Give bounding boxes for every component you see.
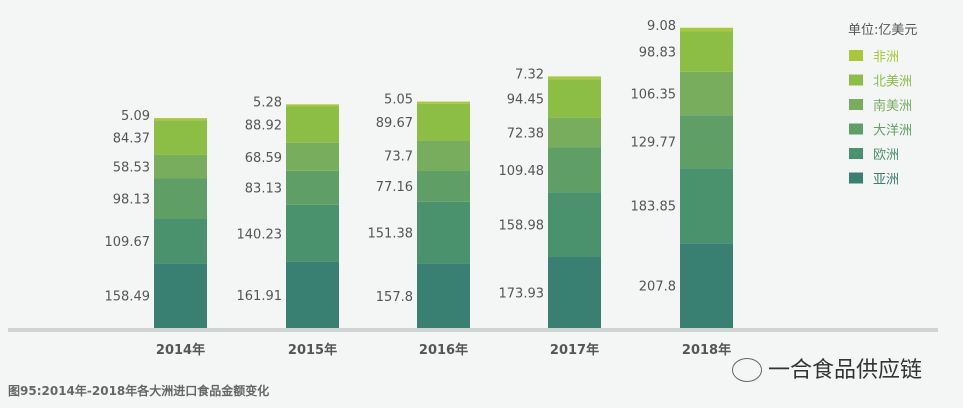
data-label: 207.8	[639, 280, 676, 295]
data-label: 140.23	[237, 227, 283, 242]
bar-2018年-亚洲	[680, 243, 733, 328]
bar-2016年-大洋洲	[417, 170, 470, 202]
data-label: 158.98	[499, 219, 545, 234]
data-label: 58.53	[113, 161, 150, 176]
legend-label-大洋洲: 大洋洲	[873, 124, 912, 139]
x-tick-label: 2016年	[419, 342, 468, 358]
data-label: 5.09	[121, 109, 150, 124]
x-tick-label: 2015年	[288, 342, 337, 358]
legend-label-亚洲: 亚洲	[873, 173, 899, 188]
data-label: 84.37	[113, 131, 150, 146]
bar-2015年-大洋洲	[286, 170, 339, 205]
data-label: 68.59	[245, 151, 282, 166]
bar-2015年-欧洲	[286, 204, 339, 262]
bar-2018年-欧洲	[680, 168, 733, 244]
data-label: 5.05	[384, 93, 413, 108]
data-label: 73.7	[384, 149, 413, 164]
bar-2016年-非洲	[417, 101, 470, 104]
data-label: 109.67	[105, 235, 151, 250]
legend-unit: 单位:亿美元	[848, 23, 917, 38]
bar-2015年-北美洲	[286, 106, 339, 143]
bar-2018年-北美洲	[680, 31, 733, 72]
wechat-icon	[732, 358, 762, 382]
data-label: 72.38	[507, 127, 544, 142]
legend-label-欧洲: 欧洲	[873, 148, 899, 163]
x-tick-label: 2018年	[682, 342, 731, 358]
bar-2015年-南美洲	[286, 142, 339, 171]
bar-2015年-亚洲	[286, 261, 339, 328]
bar-2017年-非洲	[548, 76, 601, 80]
watermark-text: 一合食品供应链	[768, 358, 923, 383]
legend-swatch-欧洲	[849, 148, 863, 159]
data-label: 161.91	[237, 289, 283, 304]
bar-2017年-北美洲	[548, 79, 601, 118]
bar-2016年-亚洲	[417, 263, 470, 328]
bar-2014年-北美洲	[154, 120, 207, 155]
data-label: 9.08	[647, 19, 676, 34]
legend-swatch-亚洲	[849, 172, 863, 184]
x-tick-label: 2017年	[550, 342, 599, 358]
legend-swatch-大洋洲	[849, 123, 863, 135]
bar-2014年-大洋洲	[154, 178, 207, 219]
data-label: 173.93	[499, 287, 545, 302]
bar-2017年-亚洲	[548, 257, 601, 328]
legend-swatch-南美洲	[849, 99, 863, 110]
bar-2016年-北美洲	[417, 103, 470, 141]
bar-2017年-欧洲	[548, 192, 601, 258]
data-label: 98.83	[639, 46, 676, 61]
bar-2016年-欧洲	[417, 201, 470, 264]
bar-2018年-南美洲	[680, 71, 733, 116]
bar-2014年-南美洲	[154, 154, 207, 179]
data-label: 157.8	[376, 290, 413, 305]
bar-2017年-南美洲	[548, 117, 601, 148]
data-label: 94.45	[507, 93, 544, 108]
bar-2017年-大洋洲	[548, 147, 601, 193]
bar-2014年-非洲	[154, 118, 207, 121]
data-label: 7.32	[515, 67, 544, 82]
legend-label-非洲: 非洲	[873, 50, 899, 65]
bar-2018年-非洲	[680, 27, 733, 32]
data-label: 106.35	[631, 88, 677, 103]
data-label: 98.13	[113, 193, 150, 208]
legend-swatch-非洲	[849, 50, 863, 61]
bar-2015年-非洲	[286, 104, 339, 107]
data-label: 129.77	[631, 136, 677, 151]
data-label: 158.49	[105, 290, 151, 305]
legend-label-北美洲: 北美洲	[873, 75, 912, 90]
chart-caption: 图95:2014年-2018年各大洲进口食品金额变化	[8, 384, 270, 398]
data-label: 89.67	[376, 116, 413, 131]
legend-label-南美洲: 南美洲	[873, 98, 912, 114]
data-label: 83.13	[245, 182, 282, 197]
x-tick-label: 2014年	[156, 342, 205, 358]
data-label: 183.85	[631, 200, 677, 215]
bar-2014年-亚洲	[154, 263, 207, 328]
bar-2018年-大洋洲	[680, 115, 733, 169]
data-label: 88.92	[245, 119, 282, 134]
data-label: 77.16	[376, 180, 413, 195]
data-label: 151.38	[368, 227, 414, 242]
data-label: 5.28	[253, 95, 282, 110]
legend-swatch-北美洲	[849, 74, 863, 86]
bar-2016年-南美洲	[417, 140, 470, 171]
data-label: 109.48	[499, 164, 545, 179]
bar-2014年-欧洲	[154, 218, 207, 264]
x-axis-line	[8, 328, 938, 332]
